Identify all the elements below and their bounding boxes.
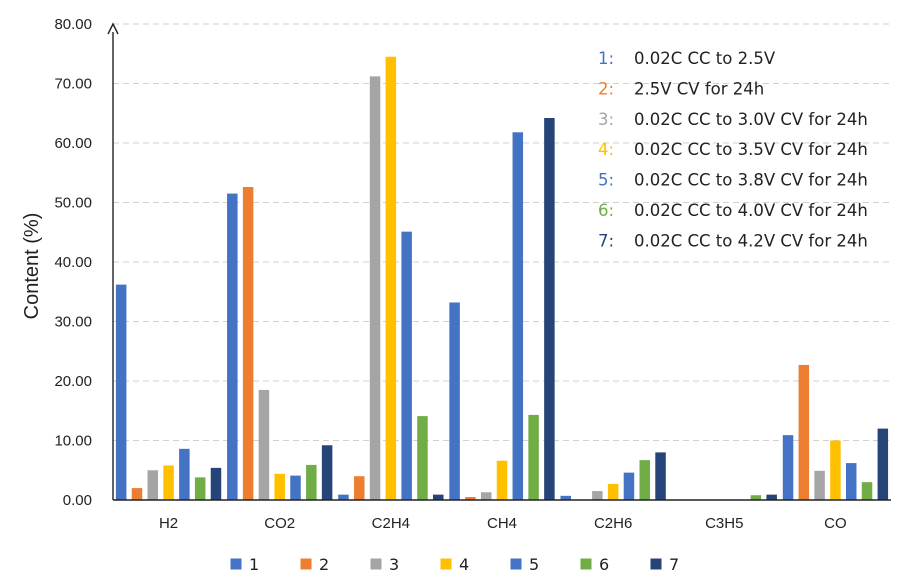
bar-h2-series-6 [194,477,206,500]
annotation-text: 0.02C CC to 4.0V CV for 24h [634,201,868,220]
annotation-number: 4: [598,140,614,159]
bar-ch4-series-7 [544,118,555,500]
bar-co-series-6 [861,482,873,500]
bar-co-series-1 [782,435,794,500]
bar-co2-series-4 [274,473,285,500]
bar-h2-series-4 [163,465,174,500]
x-tick-label: C3H5 [705,515,743,532]
bar-co-series-2 [798,364,810,500]
bar-co2-series-3 [258,389,270,500]
annotation-text: 0.02C CC to 3.0V CV for 24h [634,110,868,129]
y-axis-label: Content (%) [21,213,43,320]
bar-co2-series-1 [227,193,238,500]
bar-c2h6-series-5 [623,472,635,500]
annotation-number: 1: [598,49,614,68]
bar-c2h4-series-2 [354,476,365,500]
bar-co2-series-7 [321,445,333,500]
y-tick-label: 60.00 [54,135,92,152]
annotation-text: 0.02C CC to 3.8V CV for 24h [634,171,868,190]
axes [107,22,891,501]
condition-annotations: 1: 0.02C CC to 2.5V 2: 2.5V CV for 24h 3: 0.0… [598,49,868,250]
bar-c2h6-series-6 [639,460,650,500]
y-axis-arrow-icon [107,22,119,35]
bar-c2h4-series-7 [433,494,444,500]
y-tick-label: 70.00 [54,76,92,93]
x-tick-label: C2H6 [594,515,632,532]
y-tick-labels: 0.00 10.00 20.00 30.00 40.00 50.00 60.00 70.00 8… [54,16,92,509]
bar-c2h6-series-4 [607,483,619,500]
legend-swatch [580,558,592,570]
bar-c3h5-series-7 [766,494,777,500]
legend-swatch [650,558,662,570]
bar-ch4-series-3 [480,492,492,500]
x-tick-label: CO2 [264,515,295,532]
legend-label: 7 [669,555,679,574]
bar-co-series-5 [845,463,857,500]
legend-label: 4 [459,555,469,574]
bar-ch4-series-1 [449,302,460,500]
bar-c3h5-series-6 [750,495,762,500]
y-tick-label: 40.00 [54,254,92,271]
bar-co-series-4 [830,440,841,500]
bar-co2-series-6 [306,464,317,500]
legend-swatch [510,558,522,570]
legend-swatch [230,558,242,570]
bar-ch4-series-5 [512,132,524,501]
bar-c2h6-series-1 [560,495,571,500]
y-tick-label: 50.00 [54,195,92,212]
legend-label: 5 [529,555,539,574]
y-tick-label: 0.00 [63,492,92,509]
bar-co-series-7 [877,428,889,500]
annotation-number: 3: [598,110,614,129]
bar-h2-series-3 [147,470,159,500]
bar-ch4-series-6 [528,414,539,500]
bar-c2h6-series-7 [655,452,666,500]
bar-ch4-series-2 [465,497,476,500]
annotation-text: 0.02C CC to 2.5V [634,49,776,68]
annotation-number: 6: [598,201,614,220]
legend-label: 2 [319,555,329,574]
y-tick-label: 20.00 [54,373,92,390]
bar-h2-series-2 [131,488,143,500]
legend: 1 2 3 4 5 6 7 [230,555,679,574]
x-tick-label: C2H4 [372,515,410,532]
bar-h2-series-7 [210,467,222,500]
annotation-text: 0.02C CC to 4.2V CV for 24h [634,231,868,250]
legend-label: 6 [599,555,609,574]
x-tick-labels: H2 CO2 C2H4 CH4 C2H6 C3H5 CO [159,515,847,532]
bar-ch4-series-4 [496,460,508,500]
bar-c2h6-series-3 [592,491,603,500]
annotation-number: 7: [598,231,614,250]
bar-c2h4-series-4 [385,56,397,500]
y-tick-label: 80.00 [54,16,92,33]
legend-swatch [370,558,382,570]
y-tick-label: 30.00 [54,314,92,331]
annotation-number: 2: [598,79,614,98]
legend-label: 1 [249,555,259,574]
annotation-text: 0.02C CC to 3.5V CV for 24h [634,140,868,159]
annotation-number: 5: [598,171,614,190]
bar-c2h4-series-3 [369,76,381,501]
bar-h2-series-1 [115,284,127,500]
x-tick-label: CH4 [487,515,517,532]
bar-co2-series-5 [290,475,301,500]
y-tick-label: 10.00 [54,433,92,450]
legend-label: 3 [389,555,399,574]
bar-c2h4-series-5 [401,231,412,500]
bar-c2h4-series-6 [417,416,428,500]
annotation-text: 2.5V CV for 24h [634,79,764,98]
x-tick-label: CO [824,515,847,532]
legend-swatch [300,558,312,570]
bars [115,56,889,501]
bar-co2-series-2 [242,187,254,500]
bar-c2h4-series-1 [338,494,349,500]
x-tick-label: H2 [159,515,178,532]
bar-co-series-3 [814,470,825,500]
bar-h2-series-5 [179,448,190,500]
legend-swatch [440,558,452,570]
